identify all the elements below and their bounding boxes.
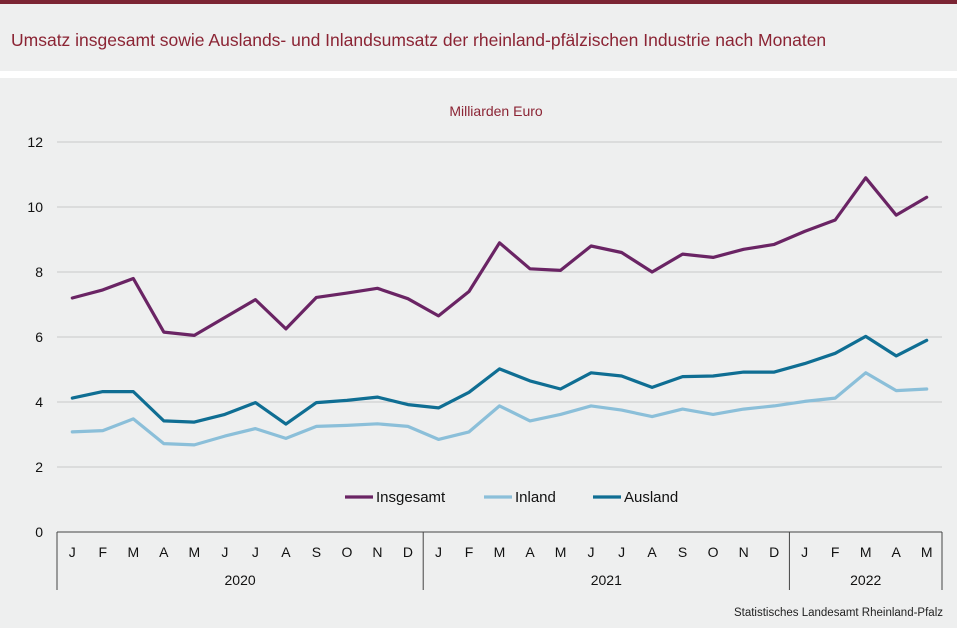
series-line-inland bbox=[70, 371, 929, 447]
x-tick-label: F bbox=[465, 544, 474, 560]
x-tick-label: A bbox=[892, 544, 902, 560]
year-label: 2022 bbox=[850, 572, 881, 588]
x-tick-label: M bbox=[555, 544, 567, 560]
x-tick-label: F bbox=[98, 544, 107, 560]
x-tick-label: O bbox=[708, 544, 719, 560]
series-line-ausland bbox=[70, 334, 929, 426]
x-tick-label: J bbox=[588, 544, 595, 560]
year-label: 2020 bbox=[225, 572, 256, 588]
y-tick-label: 2 bbox=[35, 459, 43, 475]
x-tick-label: A bbox=[647, 544, 657, 560]
x-tick-label: M bbox=[188, 544, 200, 560]
x-tick-label: A bbox=[159, 544, 169, 560]
x-tick-label: M bbox=[860, 544, 872, 560]
x-tick-label: S bbox=[312, 544, 321, 560]
x-tick-label: N bbox=[739, 544, 749, 560]
y-unit-label: Milliarden Euro bbox=[449, 103, 543, 119]
y-tick-label: 4 bbox=[35, 394, 43, 410]
y-tick-label: 0 bbox=[35, 524, 43, 540]
x-tick-label: M bbox=[127, 544, 139, 560]
legend-label-ausland: Ausland bbox=[624, 489, 678, 506]
x-tick-label: J bbox=[221, 544, 228, 560]
y-tick-label: 10 bbox=[27, 199, 43, 215]
title-header: Umsatz insgesamt sowie Auslands- und Inl… bbox=[0, 4, 957, 71]
legend-label-insgesamt: Insgesamt bbox=[376, 489, 446, 506]
series-line-insgesamt bbox=[70, 176, 929, 337]
x-tick-label: J bbox=[435, 544, 442, 560]
chart-title: Umsatz insgesamt sowie Auslands- und Inl… bbox=[11, 30, 827, 50]
chart-panel bbox=[0, 78, 957, 628]
x-tick-label: J bbox=[801, 544, 808, 560]
x-tick-label: O bbox=[341, 544, 352, 560]
x-tick-label: J bbox=[618, 544, 625, 560]
x-tick-label: S bbox=[678, 544, 687, 560]
y-tick-label: 6 bbox=[35, 329, 43, 345]
year-label: 2021 bbox=[591, 572, 622, 588]
x-tick-label: D bbox=[403, 544, 413, 560]
y-tick-label: 12 bbox=[27, 134, 43, 150]
x-tick-label: A bbox=[525, 544, 535, 560]
x-tick-label: F bbox=[831, 544, 840, 560]
source-label: Statistisches Landesamt Rheinland-Pfalz bbox=[733, 607, 943, 619]
legend-label-inland: Inland bbox=[515, 489, 556, 506]
x-tick-label: M bbox=[494, 544, 506, 560]
x-tick-label: A bbox=[281, 544, 291, 560]
x-tick-label: J bbox=[69, 544, 76, 560]
x-tick-label: M bbox=[921, 544, 933, 560]
top-accent-bar bbox=[0, 0, 957, 4]
x-tick-label: D bbox=[769, 544, 779, 560]
x-tick-label: J bbox=[252, 544, 259, 560]
y-tick-label: 8 bbox=[35, 264, 43, 280]
x-tick-label: N bbox=[372, 544, 382, 560]
